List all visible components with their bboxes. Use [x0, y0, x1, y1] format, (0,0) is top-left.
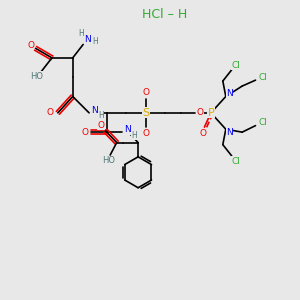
Text: S: S — [142, 108, 149, 118]
Text: HO: HO — [102, 156, 115, 165]
Text: P: P — [208, 108, 214, 118]
Text: HCl – H: HCl – H — [142, 8, 188, 21]
Text: O: O — [142, 129, 150, 138]
Text: Cl: Cl — [259, 73, 267, 82]
Text: H: H — [98, 111, 104, 120]
Text: O: O — [82, 128, 89, 137]
Text: N: N — [226, 128, 233, 137]
Text: O: O — [196, 108, 203, 117]
Text: N: N — [124, 125, 130, 134]
Text: O: O — [27, 41, 34, 50]
Text: O: O — [199, 129, 206, 138]
Text: N: N — [84, 35, 91, 44]
Text: HO: HO — [31, 72, 44, 81]
Text: O: O — [46, 108, 53, 117]
Text: Cl: Cl — [232, 157, 241, 166]
Text: H: H — [92, 37, 98, 46]
Text: N: N — [91, 106, 98, 115]
Text: O: O — [142, 88, 150, 97]
Text: Cl: Cl — [232, 61, 241, 70]
Text: H: H — [131, 130, 137, 140]
Text: N: N — [226, 89, 233, 98]
Text: H: H — [78, 29, 84, 38]
Text: O: O — [98, 121, 105, 130]
Text: Cl: Cl — [259, 118, 267, 127]
